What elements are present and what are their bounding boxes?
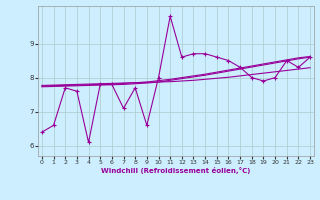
X-axis label: Windchill (Refroidissement éolien,°C): Windchill (Refroidissement éolien,°C) (101, 167, 251, 174)
